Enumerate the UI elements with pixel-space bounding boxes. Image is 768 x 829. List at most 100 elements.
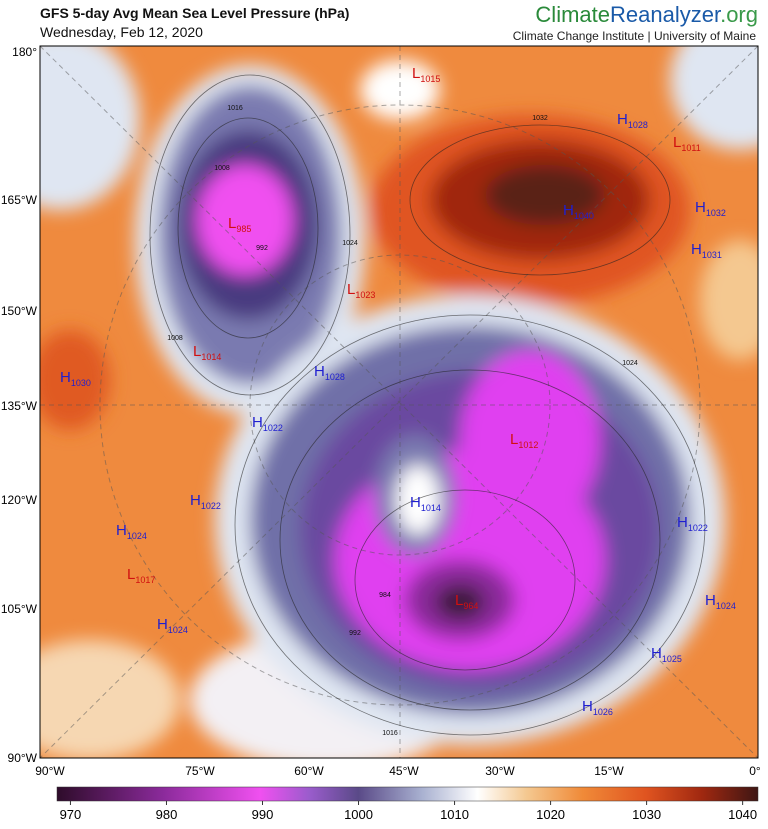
center-kind: H <box>252 414 263 431</box>
contour-label: 1016 <box>227 105 243 112</box>
pressure-center: L1023 <box>347 281 375 300</box>
center-value: 1024 <box>716 601 736 611</box>
center-value: 1031 <box>702 250 722 260</box>
colorbar-tick-label: 980 <box>156 807 178 822</box>
contour-label: 992 <box>349 630 361 637</box>
center-value: 1025 <box>662 654 682 664</box>
center-value: 1022 <box>688 523 708 533</box>
center-kind: H <box>563 202 574 219</box>
lat-label: 120°W <box>1 493 38 507</box>
colorbar-tick-label: 1010 <box>440 807 469 822</box>
center-kind: H <box>705 592 716 609</box>
isobars <box>149 74 706 736</box>
pressure-center: H1030 <box>60 369 91 388</box>
lon-label: 75°W <box>185 764 215 778</box>
lon-label: 45°W <box>389 764 419 778</box>
pressure-center: L1012 <box>510 431 538 450</box>
center-kind: L <box>347 281 355 298</box>
pressure-center: H1022 <box>190 492 221 511</box>
center-value: 1014 <box>201 352 221 362</box>
center-kind: H <box>677 514 688 531</box>
pressure-center: H1024 <box>705 592 736 611</box>
pressure-center: H1040 <box>563 202 594 221</box>
lat-label: 105°W <box>1 602 38 616</box>
brand-climate: Climate <box>535 2 610 27</box>
center-value: 1011 <box>681 143 700 153</box>
pressure-center: H1024 <box>116 522 147 541</box>
pressure-center: L1017 <box>127 566 155 585</box>
center-kind: L <box>412 65 420 82</box>
contour-label: 1024 <box>342 240 358 247</box>
lon-label: 15°W <box>594 764 624 778</box>
contour-label: 1032 <box>532 115 548 122</box>
center-value: 1012 <box>518 440 538 450</box>
contour-label: 1024 <box>622 360 638 367</box>
pressure-center: H1025 <box>651 645 682 664</box>
center-kind: H <box>651 645 662 662</box>
lat-label: 135°W <box>1 399 38 413</box>
center-kind: L <box>228 215 236 232</box>
center-kind: H <box>582 698 593 715</box>
pressure-center: H1028 <box>314 363 345 382</box>
center-kind: H <box>190 492 201 509</box>
center-value: 1026 <box>593 707 613 717</box>
center-value: 1032 <box>706 208 726 218</box>
contour-label: 1008 <box>167 335 183 342</box>
lon-label: 0° <box>749 764 761 778</box>
lon-label: 60°W <box>294 764 324 778</box>
center-value: 1030 <box>71 378 91 388</box>
center-value: 964 <box>463 601 478 611</box>
lat-label: 150°W <box>1 304 38 318</box>
lon-label: 90°W <box>35 764 65 778</box>
center-value: 1022 <box>263 423 283 433</box>
title: GFS 5-day Avg Mean Sea Level Pressure (h… <box>40 5 349 21</box>
center-value: 1024 <box>127 531 147 541</box>
colorbar-tick-label: 990 <box>252 807 274 822</box>
center-kind: H <box>410 494 421 511</box>
center-kind: L <box>193 343 201 360</box>
pressure-center: L1014 <box>193 343 221 362</box>
brand-reanalyzer: Reanalyzer <box>610 2 721 27</box>
pressure-center: H1031 <box>691 241 722 260</box>
pressure-field <box>40 46 758 758</box>
map <box>40 46 758 758</box>
lat-label: 180° <box>12 45 37 59</box>
colorbar-tick-label: 1020 <box>536 807 565 822</box>
pressure-center: H1026 <box>582 698 613 717</box>
pressure-center: L985 <box>228 215 251 234</box>
institute: Climate Change Institute | University of… <box>513 29 757 43</box>
contour-label: 1016 <box>382 730 398 737</box>
center-kind: H <box>116 522 127 539</box>
colorbar-tick-label: 1030 <box>632 807 661 822</box>
lat-label: 90°W <box>8 751 38 765</box>
center-kind: H <box>60 369 71 386</box>
date: Wednesday, Feb 12, 2020 <box>40 24 203 40</box>
contour-label: 1008 <box>214 165 230 172</box>
center-kind: L <box>673 134 681 151</box>
contour-label: 984 <box>379 592 391 599</box>
center-value: 1017 <box>135 575 155 585</box>
map-frame <box>39 45 759 759</box>
pressure-center: H1032 <box>695 199 726 218</box>
center-kind: H <box>691 241 702 258</box>
center-value: 985 <box>236 224 251 234</box>
pressure-center: H1014 <box>410 494 441 513</box>
center-kind: H <box>695 199 706 216</box>
center-value: 1022 <box>201 501 221 511</box>
contour-label: 992 <box>256 245 268 252</box>
center-kind: L <box>127 566 135 583</box>
pressure-center: L1011 <box>673 134 701 153</box>
colorbar <box>56 786 759 802</box>
pressure-center: L964 <box>455 592 478 611</box>
brand-org: .org <box>720 2 758 27</box>
center-kind: L <box>455 592 463 609</box>
pressure-center: H1024 <box>157 616 188 635</box>
center-value: 1015 <box>420 74 440 84</box>
graticule <box>40 46 758 758</box>
center-kind: H <box>157 616 168 633</box>
lon-label: 30°W <box>485 764 515 778</box>
center-kind: L <box>510 431 518 448</box>
